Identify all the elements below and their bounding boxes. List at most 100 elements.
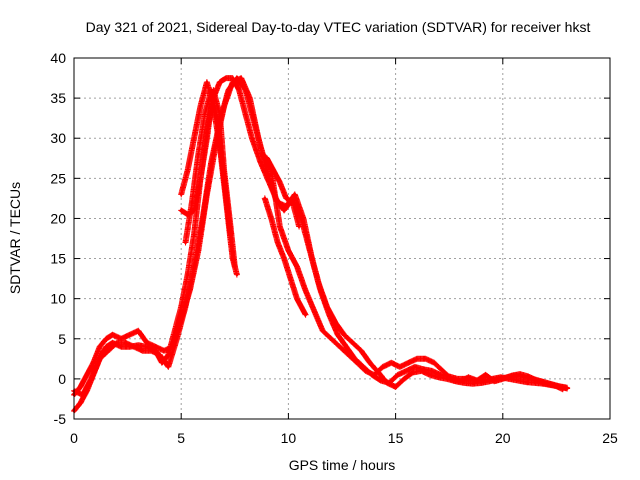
data-point [78, 401, 82, 405]
data-point [235, 273, 239, 277]
y-tick-label: 15 [50, 251, 66, 267]
data-point [501, 377, 505, 381]
data-point [278, 224, 282, 228]
data-point [389, 361, 393, 365]
data-point [518, 372, 522, 376]
series-ridge-9 [259, 151, 303, 230]
data-point [81, 393, 85, 397]
data-point [91, 361, 95, 365]
series-markers [71, 75, 566, 398]
data-point [145, 341, 149, 345]
data-point [196, 152, 200, 156]
x-tick-label: 5 [177, 430, 185, 446]
data-point [203, 112, 207, 116]
plot-frame [73, 57, 611, 420]
data-point [98, 345, 102, 349]
data-point [235, 76, 239, 80]
y-tick-label: 20 [50, 210, 66, 226]
data-point [162, 349, 166, 353]
data-point [153, 345, 157, 349]
data-point [325, 305, 329, 309]
data-point [471, 382, 475, 386]
data-point [398, 365, 402, 369]
data-point [190, 200, 194, 204]
data-point [179, 208, 183, 212]
data-point [415, 357, 419, 361]
data-point [535, 378, 539, 382]
data-point [226, 88, 230, 92]
data-point [119, 345, 123, 349]
data-point [404, 369, 408, 373]
data-point [250, 136, 254, 140]
data-point [269, 216, 273, 220]
data-point [192, 232, 196, 236]
data-point [544, 382, 548, 386]
data-point [396, 373, 400, 377]
data-point [527, 374, 531, 378]
data-point [179, 192, 183, 196]
data-point [123, 341, 127, 345]
data-point [265, 156, 269, 160]
data-point [132, 345, 136, 349]
data-point [158, 353, 162, 357]
x-axis-ticks: 0 5 10 15 20 25 [70, 58, 618, 446]
data-point [106, 349, 110, 353]
data-point [428, 373, 432, 377]
y-tick-label: -5 [54, 411, 67, 427]
y-tick-label: 35 [50, 90, 66, 106]
data-point [128, 333, 132, 337]
data-point [293, 192, 297, 196]
data-point [85, 373, 89, 377]
data-point [201, 216, 205, 220]
data-point [321, 329, 325, 333]
data-point [516, 378, 520, 382]
data-point [344, 345, 348, 349]
data-point [430, 369, 434, 373]
data-point [299, 216, 303, 220]
data-point [359, 349, 363, 353]
data-point [183, 305, 187, 309]
data-point [286, 249, 290, 253]
x-tick-label: 25 [602, 430, 618, 446]
data-marks [71, 75, 571, 414]
x-tick-label: 20 [495, 430, 511, 446]
data-point [104, 337, 108, 341]
series-markers [71, 75, 571, 414]
data-point [166, 365, 170, 369]
data-point [441, 369, 445, 373]
data-point [394, 385, 398, 389]
data-point [475, 378, 479, 382]
data-point [198, 176, 202, 180]
x-tick-label: 15 [388, 430, 404, 446]
data-point [115, 341, 119, 345]
data-point [304, 313, 308, 317]
data-point [509, 374, 513, 378]
data-point [308, 249, 312, 253]
data-point [424, 357, 428, 361]
data-point [289, 277, 293, 281]
data-point [192, 136, 196, 140]
data-point [372, 373, 376, 377]
y-axis-ticks: -5 0 5 10 15 20 25 30 35 40 [50, 50, 610, 427]
data-point [466, 375, 470, 379]
data-point [402, 377, 406, 381]
y-tick-label: 25 [50, 170, 66, 186]
y-tick-label: 10 [50, 291, 66, 307]
y-tick-label: 0 [58, 371, 66, 387]
data-point [198, 104, 202, 108]
data-point [259, 160, 263, 164]
data-point [484, 373, 488, 377]
data-point [175, 337, 179, 341]
x-tick-label: 10 [281, 430, 297, 446]
data-point [338, 345, 342, 349]
data-point [351, 341, 355, 345]
data-point [111, 333, 115, 337]
data-point [458, 379, 462, 383]
data-point [336, 333, 340, 337]
data-point [449, 377, 453, 381]
data-point [329, 337, 333, 341]
data-point [209, 160, 213, 164]
data-point [291, 200, 295, 204]
data-point [218, 80, 222, 84]
